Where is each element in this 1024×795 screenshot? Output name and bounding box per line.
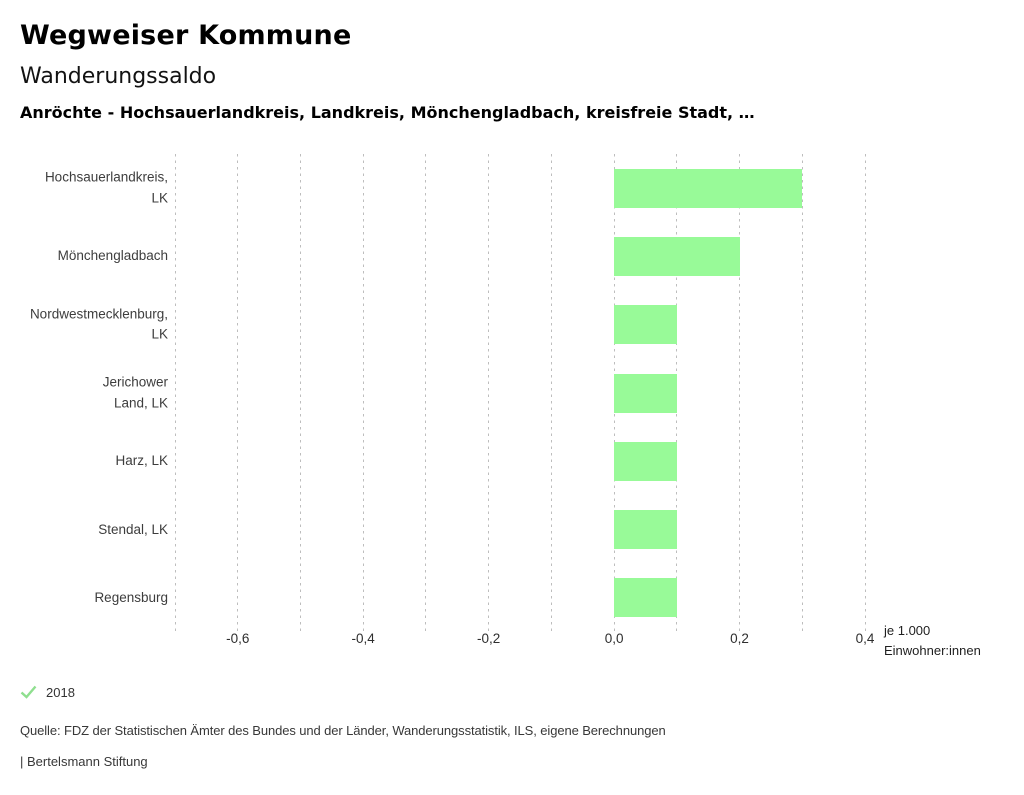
axis-unit-line2: Einwohner:innen xyxy=(884,643,981,658)
x-tick-label: 0,2 xyxy=(730,631,749,646)
x-axis: -0,6 -0,4 -0,2 0,0 0,2 0,4 xyxy=(0,631,1024,653)
category-label: Hochsauerlandkreis, LK xyxy=(44,169,168,206)
gridline xyxy=(299,154,301,632)
bar-6 xyxy=(614,510,677,550)
axis-unit-line1: je 1.000 xyxy=(884,623,931,638)
gridline xyxy=(488,154,490,632)
axis-unit-label: je 1.000 Einwohner:innen xyxy=(884,621,981,661)
page-title: Wegweiser Kommune xyxy=(20,20,352,51)
x-tick-label: 0,0 xyxy=(604,631,624,646)
category-label: Stendal, LK xyxy=(98,521,168,537)
x-tick-label: 0,4 xyxy=(855,631,875,646)
x-tick-label: -0,4 xyxy=(351,631,375,646)
bar-1 xyxy=(614,168,803,208)
gridline xyxy=(801,154,803,632)
gridline xyxy=(362,154,364,632)
chart-title: Wanderungssaldo xyxy=(20,64,217,89)
bar-2 xyxy=(614,236,740,276)
branding-text: | Bertelsmann Stiftung xyxy=(20,754,148,769)
bar-4 xyxy=(614,373,677,413)
gridline xyxy=(676,154,678,632)
gridline xyxy=(739,154,741,632)
gridline xyxy=(174,154,176,632)
category-label: Jerichower Land, LK xyxy=(102,374,168,411)
category-label: Regensburg xyxy=(94,589,168,605)
category-label: Mönchengladbach xyxy=(57,248,168,264)
category-labels: Hochsauerlandkreis, LK Mönchengladbach Nor… xyxy=(0,154,168,632)
category-label: Nordwestmecklenburg, LK xyxy=(29,306,168,342)
x-tick-label: -0,6 xyxy=(226,631,250,646)
source-text: Quelle: FDZ der Statistischen Ämter des … xyxy=(20,723,666,738)
category-label: Harz, LK xyxy=(115,453,168,469)
gridline xyxy=(550,154,552,632)
x-tick-label: -0,2 xyxy=(476,631,501,646)
check-icon[interactable] xyxy=(20,685,37,699)
bar-3 xyxy=(614,305,677,345)
bar-5 xyxy=(614,441,677,481)
chart-subtitle: Anröchte - Hochsauerlandkreis, Landkreis… xyxy=(20,103,755,122)
gridline xyxy=(864,154,866,632)
legend-item-year[interactable]: 2018 xyxy=(46,684,75,700)
legend: 2018 xyxy=(20,683,75,701)
plot-area xyxy=(174,154,866,632)
bar-7 xyxy=(614,578,677,618)
gridline xyxy=(237,154,239,632)
gridline xyxy=(425,154,427,632)
